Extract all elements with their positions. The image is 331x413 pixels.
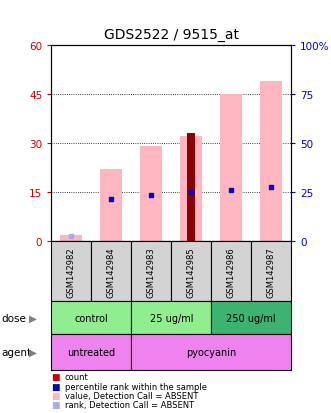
- Bar: [220, 95, 242, 242]
- Text: ▶: ▶: [29, 347, 37, 357]
- Bar: [60, 235, 82, 242]
- Bar: [211, 301, 291, 335]
- Bar: [140, 147, 162, 242]
- Text: ■: ■: [51, 373, 60, 382]
- Text: 25 ug/ml: 25 ug/ml: [150, 313, 193, 323]
- Text: ■: ■: [51, 391, 60, 400]
- Bar: [251, 242, 291, 301]
- Text: GSM142982: GSM142982: [67, 246, 76, 297]
- Text: pyocyanin: pyocyanin: [186, 347, 236, 357]
- Text: ■: ■: [51, 382, 60, 391]
- Title: GDS2522 / 9515_at: GDS2522 / 9515_at: [104, 28, 239, 42]
- Bar: [131, 301, 211, 335]
- Text: 250 ug/ml: 250 ug/ml: [226, 313, 276, 323]
- Bar: [180, 137, 202, 242]
- Bar: [131, 242, 171, 301]
- Bar: [131, 335, 291, 370]
- Text: agent: agent: [2, 347, 32, 357]
- Text: ▶: ▶: [29, 313, 37, 323]
- Text: rank, Detection Call = ABSENT: rank, Detection Call = ABSENT: [65, 400, 194, 409]
- Bar: [51, 301, 131, 335]
- Bar: [171, 242, 211, 301]
- Text: untreated: untreated: [67, 347, 116, 357]
- Bar: [51, 335, 131, 370]
- Bar: [51, 242, 91, 301]
- Text: control: control: [74, 313, 108, 323]
- Text: GSM142983: GSM142983: [147, 246, 156, 297]
- Text: value, Detection Call = ABSENT: value, Detection Call = ABSENT: [65, 391, 198, 400]
- Text: GSM142987: GSM142987: [267, 246, 276, 297]
- Text: percentile rank within the sample: percentile rank within the sample: [65, 382, 207, 391]
- Text: dose: dose: [2, 313, 26, 323]
- Text: count: count: [65, 373, 88, 382]
- Bar: [260, 81, 282, 242]
- Bar: [91, 242, 131, 301]
- Text: GSM142984: GSM142984: [107, 246, 116, 297]
- Text: ■: ■: [51, 400, 60, 409]
- Bar: [211, 242, 251, 301]
- Bar: [187, 134, 195, 242]
- Text: GSM142985: GSM142985: [187, 246, 196, 297]
- Bar: [100, 170, 122, 242]
- Text: GSM142986: GSM142986: [227, 246, 236, 297]
